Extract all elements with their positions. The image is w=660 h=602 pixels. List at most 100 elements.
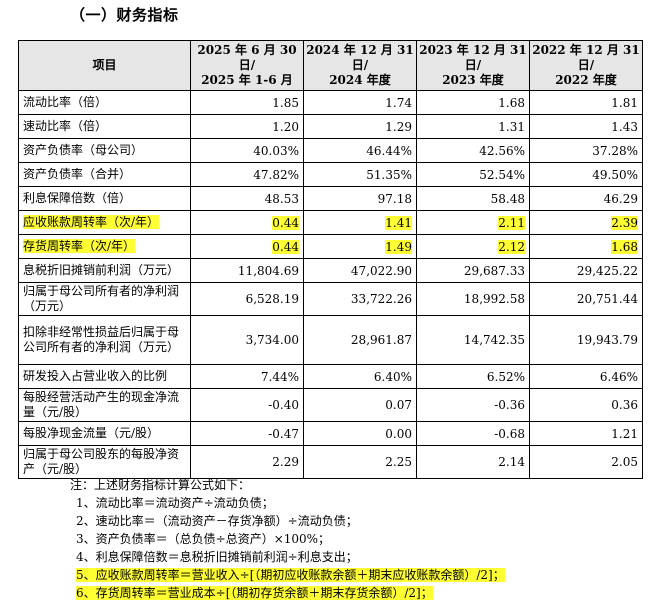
row-value: 0.00 bbox=[303, 421, 417, 446]
table-row: 息税折旧摊销前利润（万元） 11,804.69 47,022.90 29,687… bbox=[18, 258, 643, 283]
row-value: 6,528.19 bbox=[190, 282, 304, 316]
table-row: 研发投入占营业收入的比例 7.44% 6.40% 6.52% 6.46% bbox=[18, 364, 643, 389]
row-value: 2.39 bbox=[529, 210, 643, 235]
note-item: 2、速动比率＝（流动资产－存货净额）÷流动负债； bbox=[76, 514, 358, 528]
header-2024: 2024 年 12 月 31 日/2024 年度 bbox=[303, 40, 417, 91]
row-value: 1.41 bbox=[303, 210, 417, 235]
row-value: 2.25 bbox=[303, 445, 417, 479]
row-label: 归属于母公司所有者的净利润（万元） bbox=[18, 282, 191, 316]
row-value: 3,734.00 bbox=[190, 315, 304, 365]
row-value: 0.36 bbox=[529, 388, 643, 422]
highlight-mark: 1.49 bbox=[385, 239, 412, 254]
row-value: 14,742.35 bbox=[416, 315, 530, 365]
row-value: 29,425.22 bbox=[529, 258, 643, 283]
table-row: 归属于母公司股东的每股净资产（元/股） 2.29 2.25 2.14 2.05 bbox=[18, 445, 643, 479]
row-value: 19,943.79 bbox=[529, 315, 643, 365]
row-label: 息税折旧摊销前利润（万元） bbox=[18, 258, 191, 283]
row-value: 49.50% bbox=[529, 162, 643, 187]
notes-intro: 注：上述财务指标计算公式如下： bbox=[70, 478, 251, 492]
highlight-mark: 2.12 bbox=[498, 239, 525, 254]
row-value: 1.74 bbox=[303, 90, 417, 115]
highlight-mark: 1.41 bbox=[385, 215, 412, 230]
table-row-highlighted: 存货周转率（次/年） 0.44 1.49 2.12 1.68 bbox=[18, 234, 643, 259]
row-value: 40.03% bbox=[190, 138, 304, 163]
highlight-mark: 6、存货周转率＝营业成本÷[（期初存货余额＋期末存货余额）/2]； bbox=[76, 586, 433, 600]
header-2025h1: 2025 年 6 月 30 日/2025 年 1-6 月 bbox=[190, 40, 304, 91]
row-value: 28,961.87 bbox=[303, 315, 417, 365]
row-value: 0.07 bbox=[303, 388, 417, 422]
row-label: 研发投入占营业收入的比例 bbox=[18, 364, 191, 389]
row-value: 1.68 bbox=[529, 234, 643, 259]
highlight-mark: 0.44 bbox=[272, 215, 299, 230]
row-value: 20,751.44 bbox=[529, 282, 643, 316]
row-value: 6.52% bbox=[416, 364, 530, 389]
table-row: 利息保障倍数（倍） 48.53 97.18 58.48 46.29 bbox=[18, 186, 643, 211]
row-value: 6.46% bbox=[529, 364, 643, 389]
row-value: 2.05 bbox=[529, 445, 643, 479]
row-value: 1.21 bbox=[529, 421, 643, 446]
row-value: 46.29 bbox=[529, 186, 643, 211]
row-value: 11,804.69 bbox=[190, 258, 304, 283]
section-title: （一）财务指标 bbox=[70, 6, 179, 24]
row-value: -0.47 bbox=[190, 421, 304, 446]
row-label: 扣除非经常性损益后归属于母公司所有者的净利润（万元） bbox=[18, 315, 191, 365]
formula-notes: 注：上述财务指标计算公式如下： 1、流动比率＝流动资产÷流动负债； 2、速动比率… bbox=[70, 476, 505, 602]
row-value: 1.43 bbox=[529, 114, 643, 139]
row-value: 2.12 bbox=[416, 234, 530, 259]
row-value: 2.29 bbox=[190, 445, 304, 479]
row-value: 2.11 bbox=[416, 210, 530, 235]
row-label: 每股净现金流量（元/股） bbox=[18, 421, 191, 446]
row-value: 1.68 bbox=[416, 90, 530, 115]
highlight-mark: 存货周转率（次/年） bbox=[23, 239, 136, 253]
table-row-highlighted: 应收账款周转率（次/年） 0.44 1.41 2.11 2.39 bbox=[18, 210, 643, 235]
note-item: 6、存货周转率＝营业成本÷[（期初存货余额＋期末存货余额）/2]； bbox=[70, 584, 505, 602]
row-value: -0.68 bbox=[416, 421, 530, 446]
header-row: 项目 2025 年 6 月 30 日/2025 年 1-6 月 2024 年 1… bbox=[18, 40, 643, 91]
table-row: 资产负债率（合并） 47.82% 51.35% 52.54% 49.50% bbox=[18, 162, 643, 187]
table-row: 归属于母公司所有者的净利润（万元） 6,528.19 33,722.26 18,… bbox=[18, 282, 643, 316]
row-value: 1.49 bbox=[303, 234, 417, 259]
row-value: 1.31 bbox=[416, 114, 530, 139]
row-value: 6.40% bbox=[303, 364, 417, 389]
row-value: 1.29 bbox=[303, 114, 417, 139]
row-label: 资产负债率（合并） bbox=[18, 162, 191, 187]
row-value: 1.81 bbox=[529, 90, 643, 115]
row-value: 46.44% bbox=[303, 138, 417, 163]
row-value: 48.53 bbox=[190, 186, 304, 211]
row-label: 速动比率（倍） bbox=[18, 114, 191, 139]
row-label: 资产负债率（母公司） bbox=[18, 138, 191, 163]
row-value: 51.35% bbox=[303, 162, 417, 187]
highlight-mark: 5、应收账款周转率＝营业收入÷[（期初应收账款余额＋期末应收账款余额）/2]； bbox=[76, 568, 505, 582]
row-value: 52.54% bbox=[416, 162, 530, 187]
note-item: 5、应收账款周转率＝营业收入÷[（期初应收账款余额＋期末应收账款余额）/2]； bbox=[70, 566, 505, 584]
highlight-mark: 0.44 bbox=[272, 239, 299, 254]
table-row: 每股净现金流量（元/股） -0.47 0.00 -0.68 1.21 bbox=[18, 421, 643, 446]
row-label: 利息保障倍数（倍） bbox=[18, 186, 191, 211]
row-value: 0.44 bbox=[190, 234, 304, 259]
table-row: 流动比率（倍） 1.85 1.74 1.68 1.81 bbox=[18, 90, 643, 115]
note-item: 3、资产负债率＝（总负债÷总资产）×100%； bbox=[76, 532, 331, 546]
row-label: 每股经营活动产生的现金净流量（元/股） bbox=[18, 388, 191, 422]
row-value: -0.40 bbox=[190, 388, 304, 422]
row-value: 1.20 bbox=[190, 114, 304, 139]
row-value: 29,687.33 bbox=[416, 258, 530, 283]
row-value: -0.36 bbox=[416, 388, 530, 422]
row-label: 应收账款周转率（次/年） bbox=[18, 210, 191, 235]
highlight-mark: 应收账款周转率（次/年） bbox=[23, 215, 160, 229]
table-row: 每股经营活动产生的现金净流量（元/股） -0.40 0.07 -0.36 0.3… bbox=[18, 388, 643, 422]
row-value: 1.85 bbox=[190, 90, 304, 115]
row-value: 37.28% bbox=[529, 138, 643, 163]
row-value: 58.48 bbox=[416, 186, 530, 211]
row-label: 流动比率（倍） bbox=[18, 90, 191, 115]
financial-indicators-table: 项目 2025 年 6 月 30 日/2025 年 1-6 月 2024 年 1… bbox=[18, 40, 643, 479]
table-row: 速动比率（倍） 1.20 1.29 1.31 1.43 bbox=[18, 114, 643, 139]
header-2023: 2023 年 12 月 31 日/2023 年度 bbox=[416, 40, 530, 91]
table-row: 资产负债率（母公司） 40.03% 46.44% 42.56% 37.28% bbox=[18, 138, 643, 163]
highlight-mark: 2.39 bbox=[611, 215, 638, 230]
note-item: 4、利息保障倍数＝息税折旧摊销前利润÷利息支出； bbox=[76, 550, 358, 564]
row-label: 存货周转率（次/年） bbox=[18, 234, 191, 259]
row-value: 33,722.26 bbox=[303, 282, 417, 316]
table-row: 扣除非经常性损益后归属于母公司所有者的净利润（万元） 3,734.00 28,9… bbox=[18, 315, 643, 365]
row-value: 47.82% bbox=[190, 162, 304, 187]
row-value: 18,992.58 bbox=[416, 282, 530, 316]
